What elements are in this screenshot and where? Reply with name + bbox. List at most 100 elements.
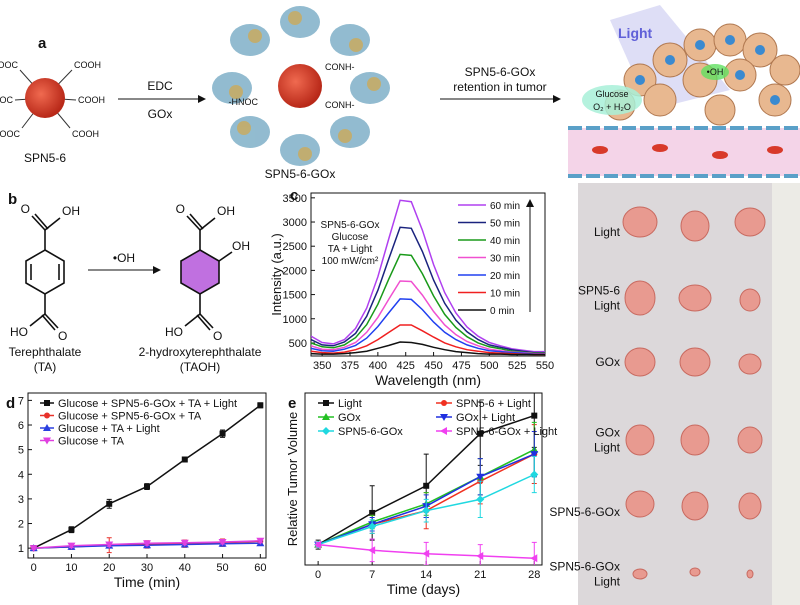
legend-label: 30 min xyxy=(490,254,520,265)
y-tick-label: 2500 xyxy=(283,241,307,253)
data-point xyxy=(256,537,265,545)
radical-label: •OH xyxy=(707,67,724,77)
panel-label: b xyxy=(8,191,17,208)
group-label: COOH xyxy=(78,95,105,105)
x-tick-label: 525 xyxy=(508,360,526,372)
compound-name: 2-hydroxyterephthalate xyxy=(139,345,262,359)
series-line xyxy=(311,226,545,354)
reagent: GOx xyxy=(148,107,173,121)
data-point xyxy=(369,509,376,516)
plot-area xyxy=(29,402,265,554)
x-tick-label: 40 xyxy=(179,562,191,574)
row-label: Light xyxy=(594,225,621,239)
data-point xyxy=(181,456,188,463)
panel-label: d xyxy=(6,395,15,412)
row-label: SPN5-6-GOx xyxy=(549,560,620,574)
series-line xyxy=(311,324,545,356)
row-label: GOx xyxy=(595,426,620,440)
y-tick-label: 3 xyxy=(18,494,24,506)
compound-name: Terephthalate xyxy=(9,345,82,359)
legend-marker xyxy=(43,437,51,445)
y-tick-label: 5 xyxy=(18,445,24,457)
legend-label: 10 min xyxy=(490,289,520,300)
data-point xyxy=(477,430,484,437)
row-label: GOx xyxy=(595,355,620,369)
legend-marker xyxy=(441,400,447,406)
x-tick-label: 375 xyxy=(341,360,359,372)
chart: 0 10 20 30 40 50 60 1 2 3 4 5 6 7 Time (min) F/F₀ Glucos… xyxy=(0,392,267,590)
legend-marker xyxy=(322,427,330,435)
x-tick-label: 350 xyxy=(313,360,331,372)
panel-f xyxy=(578,183,800,605)
row-label: SPN5-6 xyxy=(578,284,620,298)
x-tick-label: 50 xyxy=(216,562,228,574)
products-label: O₂ + H₂O xyxy=(593,102,631,112)
atom-label: O xyxy=(213,329,222,343)
data-point xyxy=(219,430,226,437)
data-point xyxy=(257,402,264,409)
y-axis-label: F/F₀ xyxy=(0,463,1,488)
x-tick-label: 28 xyxy=(528,569,540,581)
data-point xyxy=(218,538,227,546)
annotation: SPN5-6-GOx xyxy=(321,220,380,231)
group-label: COOH xyxy=(72,129,99,139)
chart: 350 375 400 425 450 475 500 525 550 500 1000 1500 20… xyxy=(269,192,554,388)
legend-label: 40 min xyxy=(490,236,520,247)
legend-label: Glucose + SPN5-6-GOx + TA xyxy=(58,411,202,423)
legend-label: Glucose + TA xyxy=(58,436,125,448)
chart: 0 7 14 21 28 Time (days) Relative Tumor Volume… xyxy=(285,392,557,597)
panel-label: c xyxy=(290,187,298,204)
y-tick-label: 2 xyxy=(18,519,24,531)
x-tick-label: 14 xyxy=(420,569,432,581)
y-tick-label: 7 xyxy=(18,395,24,407)
legend-label: GOx xyxy=(338,412,361,424)
y-tick-label: 3500 xyxy=(283,193,307,205)
y-tick-label: 6 xyxy=(18,420,24,432)
data-point xyxy=(530,554,538,563)
x-tick-label: 60 xyxy=(254,562,266,574)
legend-marker xyxy=(44,412,50,419)
plot-frame xyxy=(310,192,546,357)
x-tick-label: 30 xyxy=(141,562,153,574)
data-point xyxy=(531,412,538,419)
series-line xyxy=(311,341,545,356)
light-label: Light xyxy=(618,25,653,41)
atom-label: OH xyxy=(62,204,80,218)
data-point xyxy=(105,541,114,549)
legend-label: Glucose + TA + Light xyxy=(58,423,160,435)
y-tick-label: 1 xyxy=(18,543,24,555)
y-axis-label: Intensity (a.u.) xyxy=(269,233,284,315)
y-tick-label: 4 xyxy=(18,469,24,481)
x-tick-label: 550 xyxy=(536,360,554,372)
data-point xyxy=(476,551,484,560)
atom-label: HO xyxy=(165,325,183,339)
x-tick-label: 21 xyxy=(474,569,486,581)
row-label: Light xyxy=(594,299,621,313)
data-point xyxy=(422,549,430,558)
legend-label: 0 min xyxy=(490,306,514,317)
atom-label: O xyxy=(176,202,185,216)
step-label: retention in tumor xyxy=(453,80,546,94)
y-tick-label: 2000 xyxy=(283,265,307,277)
product-label: SPN5-6-GOx xyxy=(265,167,336,181)
data-point xyxy=(67,542,76,550)
x-tick-label: 425 xyxy=(397,360,415,372)
legend-marker xyxy=(440,414,448,421)
atom-label: O xyxy=(58,329,67,343)
data-point xyxy=(143,540,151,548)
plot-area xyxy=(314,393,539,565)
plot-frame xyxy=(304,392,543,566)
legend-label: SPN5-6 + Light xyxy=(456,398,531,410)
data-point xyxy=(68,526,75,533)
legend-label: Glucose + SPN5-6-GOx + TA + Light xyxy=(58,398,237,410)
y-axis-label: Relative Tumor Volume xyxy=(285,412,300,546)
y-tick-label: 1000 xyxy=(283,314,307,326)
structure-ta xyxy=(25,213,65,331)
legend-label: Light xyxy=(338,398,362,410)
step-label: SPN5-6-GOx xyxy=(465,65,536,79)
compound-abbr: (TA) xyxy=(34,360,56,374)
